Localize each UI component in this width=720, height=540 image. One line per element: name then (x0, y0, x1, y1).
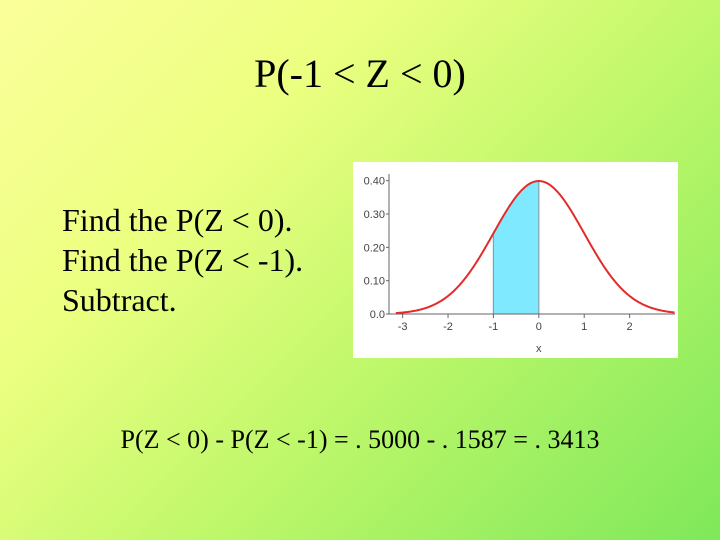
density-curve (395, 180, 675, 315)
y-tick-label: 0.10 (364, 276, 385, 288)
chart-svg: 0.0 0.10 0.20 0.30 0.40 -3 -2 -1 0 1 2 x (364, 174, 675, 355)
x-tick-label: -1 (489, 321, 499, 333)
x-axis-label: x (536, 343, 542, 355)
instruction-line-3: Subtract. (62, 282, 177, 318)
shaded-area (493, 181, 539, 314)
result-equation: P(Z < 0) - P(Z < -1) = . 5000 - . 1587 =… (120, 425, 600, 454)
y-tick-label: 0.30 (364, 209, 385, 221)
y-tick-label: 0.0 (370, 309, 385, 321)
x-tick-label: -3 (398, 321, 408, 333)
normal-curve-chart: 0.0 0.10 0.20 0.30 0.40 -3 -2 -1 0 1 2 x (353, 162, 678, 358)
instruction-list: Find the P(Z < 0). Find the P(Z < -1). S… (62, 200, 303, 320)
x-tick-label: 1 (581, 321, 587, 333)
instruction-line-2: Find the P(Z < -1). (62, 242, 304, 278)
x-tick-label: 0 (536, 321, 542, 333)
x-tick-label: 2 (627, 321, 633, 333)
instruction-line-1: Find the P(Z < 0). (62, 202, 293, 238)
y-tick-label: 0.40 (364, 176, 385, 188)
x-tick-label: -2 (443, 321, 453, 333)
y-tick-label: 0.20 (364, 242, 385, 254)
slide-title: P(-1 < Z < 0) (254, 51, 466, 96)
